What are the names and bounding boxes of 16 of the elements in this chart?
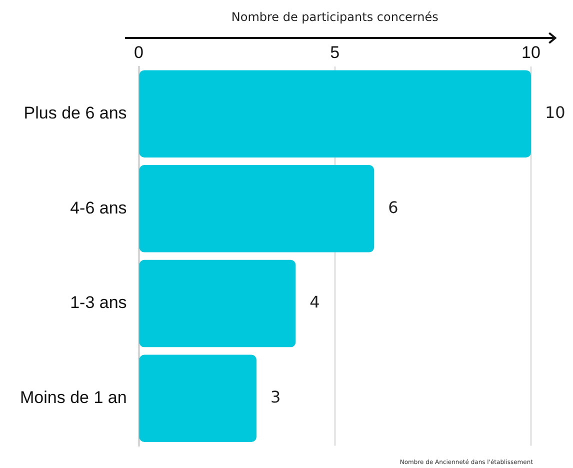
data-label: 10: [545, 102, 566, 122]
bar: [139, 70, 531, 158]
data-label: 6: [388, 198, 398, 217]
data-label: 4: [310, 292, 320, 312]
bar: [139, 260, 296, 348]
y-tick-label: Moins de 1 an: [20, 388, 127, 408]
x-tick-label: 5: [330, 42, 340, 62]
y-tick-label: Plus de 6 ans: [24, 104, 127, 123]
y-tick-label: 4-6 ans: [70, 198, 127, 218]
bar: [139, 354, 256, 442]
bar: [139, 165, 374, 252]
x-axis-title: Nombre de participants concernés: [231, 10, 438, 24]
x-tick-label: 10: [522, 42, 540, 62]
x-tick-label: 0: [134, 42, 144, 62]
y-tick-label: 1-3 ans: [70, 293, 127, 312]
data-label: 3: [270, 388, 281, 407]
